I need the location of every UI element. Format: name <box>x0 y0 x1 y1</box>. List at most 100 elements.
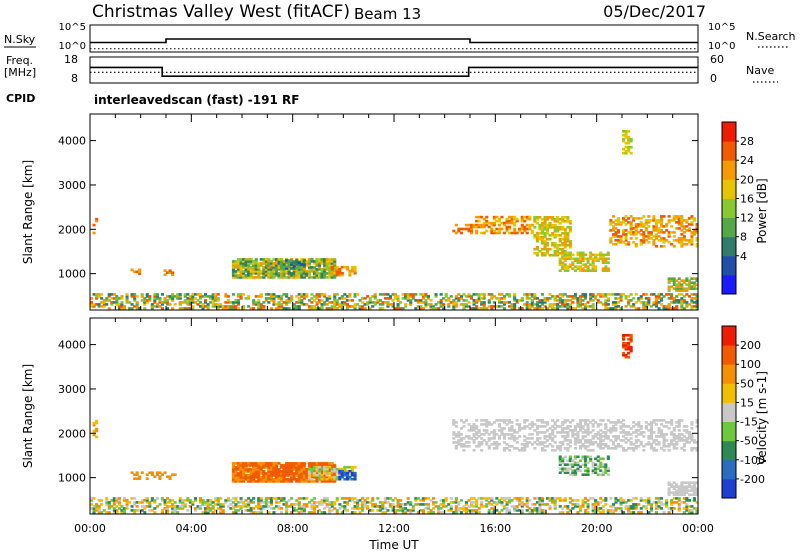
power-cell <box>92 293 96 296</box>
velocity-cell <box>497 511 501 514</box>
velocity-cell <box>596 467 600 470</box>
velocity-cell <box>520 511 524 514</box>
power-cell <box>300 260 304 263</box>
velocity-cell <box>122 511 126 514</box>
power-cell <box>381 303 385 306</box>
power-cell <box>305 274 309 277</box>
power-cell <box>457 299 461 302</box>
power-cell <box>548 253 552 257</box>
velocity-cell <box>318 465 322 469</box>
power-cell <box>211 295 215 298</box>
power-cell <box>551 303 555 306</box>
power-cell <box>657 297 661 300</box>
velocity-cell <box>502 447 506 450</box>
velocity-cell <box>581 499 585 502</box>
power-cell <box>297 301 301 304</box>
power-cell <box>247 305 251 308</box>
velocity-cell <box>500 427 504 430</box>
velocity-cell <box>454 425 458 428</box>
velocity-cell <box>627 439 631 442</box>
power-cell <box>277 276 281 279</box>
velocity-cell <box>649 423 653 426</box>
velocity-cell <box>330 503 334 506</box>
velocity-cell <box>315 472 319 475</box>
velocity-cell <box>171 509 175 512</box>
power-cell <box>477 215 481 219</box>
power-cell <box>566 234 570 237</box>
power-cell <box>634 307 638 310</box>
velocity-cell <box>340 469 344 473</box>
power-colorbar-tick-label: 12 <box>740 212 754 225</box>
power-cell <box>685 239 689 242</box>
velocity-cell <box>670 441 674 444</box>
velocity-cell <box>173 511 177 514</box>
power-cell <box>318 258 322 261</box>
power-colorbar-segment <box>722 160 736 180</box>
power-cell <box>168 295 172 298</box>
velocity-cell <box>110 499 114 502</box>
power-cell <box>216 303 220 306</box>
velocity-cell <box>424 497 428 500</box>
power-cell <box>568 295 572 298</box>
power-cell <box>297 265 301 268</box>
velocity-cell <box>328 503 332 506</box>
power-cell <box>242 266 246 269</box>
velocity-cell <box>690 505 694 508</box>
velocity-cell <box>300 509 304 512</box>
velocity-cell <box>660 435 664 438</box>
velocity-cell <box>153 475 157 478</box>
velocity-cell <box>292 468 296 471</box>
power-cell <box>654 225 658 228</box>
velocity-cell <box>591 423 595 426</box>
power-cell <box>340 305 344 308</box>
power-cell <box>459 227 463 231</box>
velocity-cell <box>561 427 565 430</box>
velocity-cell <box>581 419 585 422</box>
velocity-cell <box>533 507 537 510</box>
cpid-program: interleavedscan (fast) -191 RF <box>94 93 299 107</box>
power-cell <box>186 299 190 302</box>
velocity-cell <box>614 421 618 424</box>
power-cell <box>662 241 666 244</box>
velocity-cell <box>447 509 451 512</box>
power-cell <box>508 221 512 225</box>
velocity-cell <box>515 507 519 510</box>
velocity-cell <box>267 472 271 475</box>
power-cell <box>490 229 494 233</box>
velocity-cell <box>262 470 266 473</box>
power-cell <box>505 217 509 221</box>
power-cell <box>470 229 474 233</box>
power-cell <box>548 293 552 296</box>
power-cell <box>672 307 676 310</box>
velocity-cell <box>589 449 593 452</box>
power-cell <box>647 233 651 236</box>
velocity-cell <box>660 433 664 436</box>
velocity-cell <box>675 437 679 440</box>
power-cell <box>502 307 506 310</box>
velocity-cell <box>682 481 686 484</box>
velocity-cell <box>117 497 121 500</box>
velocity-cell <box>171 505 175 508</box>
velocity-cell <box>695 509 699 512</box>
velocity-cell <box>264 478 268 481</box>
power-cell <box>221 307 225 310</box>
velocity-cell <box>490 503 494 506</box>
velocity-cell <box>459 427 463 430</box>
power-cell <box>662 237 666 240</box>
velocity-cell <box>649 421 653 424</box>
power-cell <box>133 293 137 296</box>
power-cell <box>300 274 304 277</box>
power-cell <box>687 281 691 284</box>
power-cell <box>682 307 686 310</box>
power-cell <box>543 224 547 227</box>
power-cell <box>333 301 337 304</box>
velocity-cell <box>378 507 382 510</box>
velocity-cell <box>239 476 243 479</box>
power-cell <box>690 297 694 300</box>
velocity-cell <box>566 459 570 463</box>
velocity-cell <box>578 459 582 463</box>
velocity-cell <box>310 480 314 483</box>
velocity-cell <box>578 439 582 442</box>
velocity-cell <box>300 474 304 477</box>
velocity-cell <box>520 501 524 504</box>
